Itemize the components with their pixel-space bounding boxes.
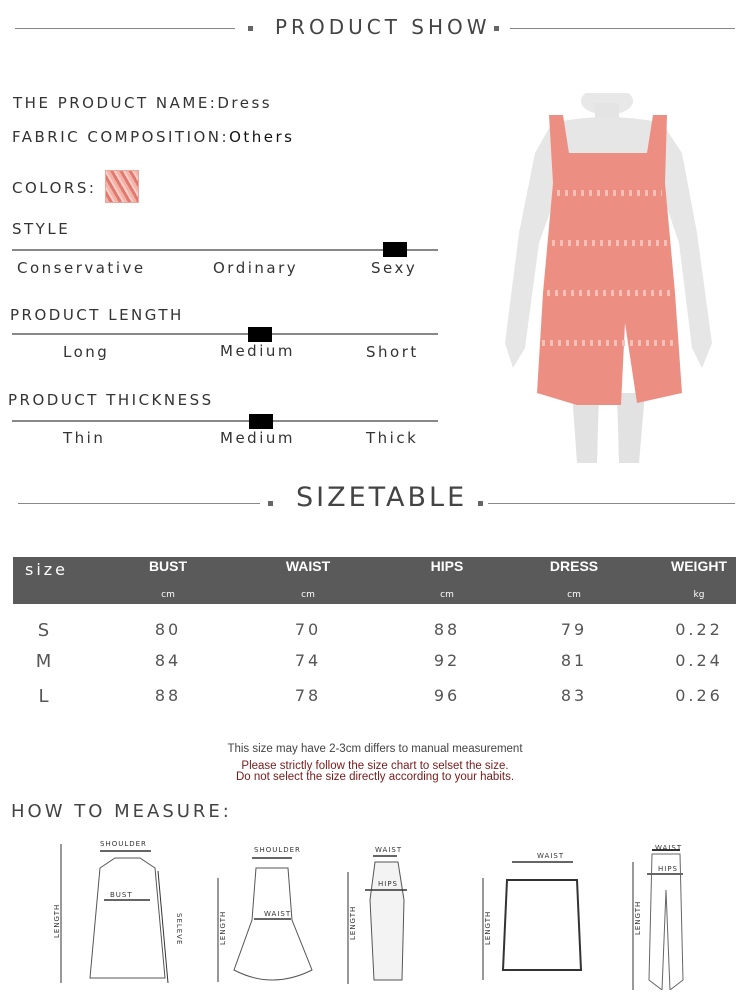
thickness-option-thin: Thin	[63, 429, 106, 447]
table-cell: 79	[560, 620, 588, 639]
style-title: STYLE	[12, 220, 71, 238]
fabric-value: Others	[229, 128, 295, 146]
size-label: L	[38, 686, 52, 707]
dress-measure-sketch: SHOULDER WAIST LENGTH	[217, 846, 313, 982]
unit-hips: cm	[440, 590, 454, 600]
label-waist: WAIST	[264, 910, 291, 918]
size-table-header	[13, 557, 736, 604]
label-waist: WAIST	[655, 844, 682, 852]
divider	[488, 503, 735, 504]
table-cell: 0.22	[675, 620, 723, 639]
note-measurement: This size may have 2-3cm differs to manu…	[227, 743, 523, 755]
divider	[18, 503, 260, 504]
table-cell: 81	[560, 651, 588, 670]
thickness-option-thick: Thick	[366, 429, 419, 447]
thickness-option-medium: Medium	[220, 429, 295, 447]
table-cell: 92	[433, 651, 461, 670]
unit-waist: cm	[301, 590, 315, 600]
table-cell: 0.24	[675, 651, 723, 670]
table-cell: 88	[433, 620, 461, 639]
label-length: LENGTH	[634, 901, 642, 935]
length-option-medium: Medium	[220, 342, 295, 360]
size-label: S	[37, 620, 53, 641]
table-cell: 88	[154, 686, 182, 705]
label-shoulder: SHOULDER	[100, 840, 147, 848]
colors-label: COLORS:	[12, 179, 97, 197]
length-title: PRODUCT LENGTH	[10, 306, 184, 324]
how-to-measure-title: HOW TO MEASURE:	[11, 801, 232, 822]
label-length: LENGTH	[349, 906, 357, 940]
thickness-marker	[249, 414, 273, 429]
label-sleeve: SELEVE	[175, 913, 183, 945]
size-label: M	[35, 651, 55, 672]
label-bust: BUST	[110, 891, 133, 899]
length-option-long: Long	[63, 343, 110, 361]
table-cell: 74	[294, 651, 322, 670]
column-header-dress: DRESS	[549, 558, 599, 574]
table-cell: 83	[560, 686, 588, 705]
label-waist: WAIST	[375, 846, 402, 854]
column-header-bust: BUST	[148, 558, 188, 574]
thickness-title: PRODUCT THICKNESS	[8, 391, 214, 409]
shorts-measure-sketch: WAIST LENGTH	[482, 852, 583, 980]
style-option-conservative: Conservative	[17, 259, 146, 277]
section-title-product-show: PRODUCT SHOW	[275, 15, 491, 39]
note-warning-2: Do not select the size directly accordin…	[235, 771, 515, 783]
label-waist: WAIST	[537, 852, 564, 860]
product-name: THE PRODUCT NAME:Dress	[13, 94, 272, 112]
skirt-measure-sketch: WAIST HIPS LENGTH	[347, 846, 407, 984]
label-hips: HIPS	[658, 865, 678, 873]
label-length: LENGTH	[484, 911, 492, 945]
divider	[510, 28, 735, 29]
unit-weight: kg	[693, 590, 705, 600]
style-option-sexy: Sexy	[371, 259, 418, 277]
note-warning-1: Please strictly follow the size chart to…	[241, 760, 509, 772]
label-shoulder: SHOULDER	[254, 846, 301, 854]
label-length: LENGTH	[219, 911, 227, 945]
jacket-measure-sketch: SHOULDER BUST LENGTH SELEVE	[53, 840, 183, 984]
table-cell: 70	[294, 620, 322, 639]
fabric-composition: FABRIC COMPOSITION:Others	[12, 128, 294, 146]
style-option-ordinary: Ordinary	[213, 259, 299, 277]
length-scale	[12, 333, 438, 335]
table-cell: 84	[154, 651, 182, 670]
product-name-label: THE PRODUCT NAME:	[13, 94, 218, 112]
column-header-weight: WEIGHT	[671, 558, 727, 574]
divider-dot	[248, 26, 253, 31]
pants-measure-sketch: WAIST HIPS LENGTH	[632, 844, 684, 990]
column-header-waist: WAIST	[285, 558, 331, 574]
column-header-size: size	[25, 560, 69, 579]
column-header-hips: HIPS	[430, 558, 464, 574]
label-hips: HIPS	[378, 880, 398, 888]
table-cell: 0.26	[675, 686, 723, 705]
table-cell: 78	[294, 686, 322, 705]
product-name-value: Dress	[217, 94, 273, 112]
unit-dress: cm	[567, 590, 581, 600]
thickness-scale	[12, 420, 438, 422]
unit-bust: cm	[161, 590, 175, 600]
product-photo	[497, 93, 719, 463]
style-marker	[383, 242, 407, 257]
table-cell: 80	[154, 620, 182, 639]
divider-dot	[268, 501, 273, 506]
fabric-label: FABRIC COMPOSITION:	[12, 128, 230, 146]
length-marker	[248, 327, 272, 342]
label-length: LENGTH	[53, 904, 61, 938]
divider	[15, 28, 235, 29]
section-title-sizetable: SIZETABLE	[296, 482, 468, 513]
divider-dot	[478, 501, 483, 506]
length-option-short: Short	[366, 343, 419, 361]
color-swatch[interactable]	[105, 170, 139, 203]
table-cell: 96	[433, 686, 461, 705]
divider-dot	[494, 26, 499, 31]
style-scale	[12, 249, 438, 251]
